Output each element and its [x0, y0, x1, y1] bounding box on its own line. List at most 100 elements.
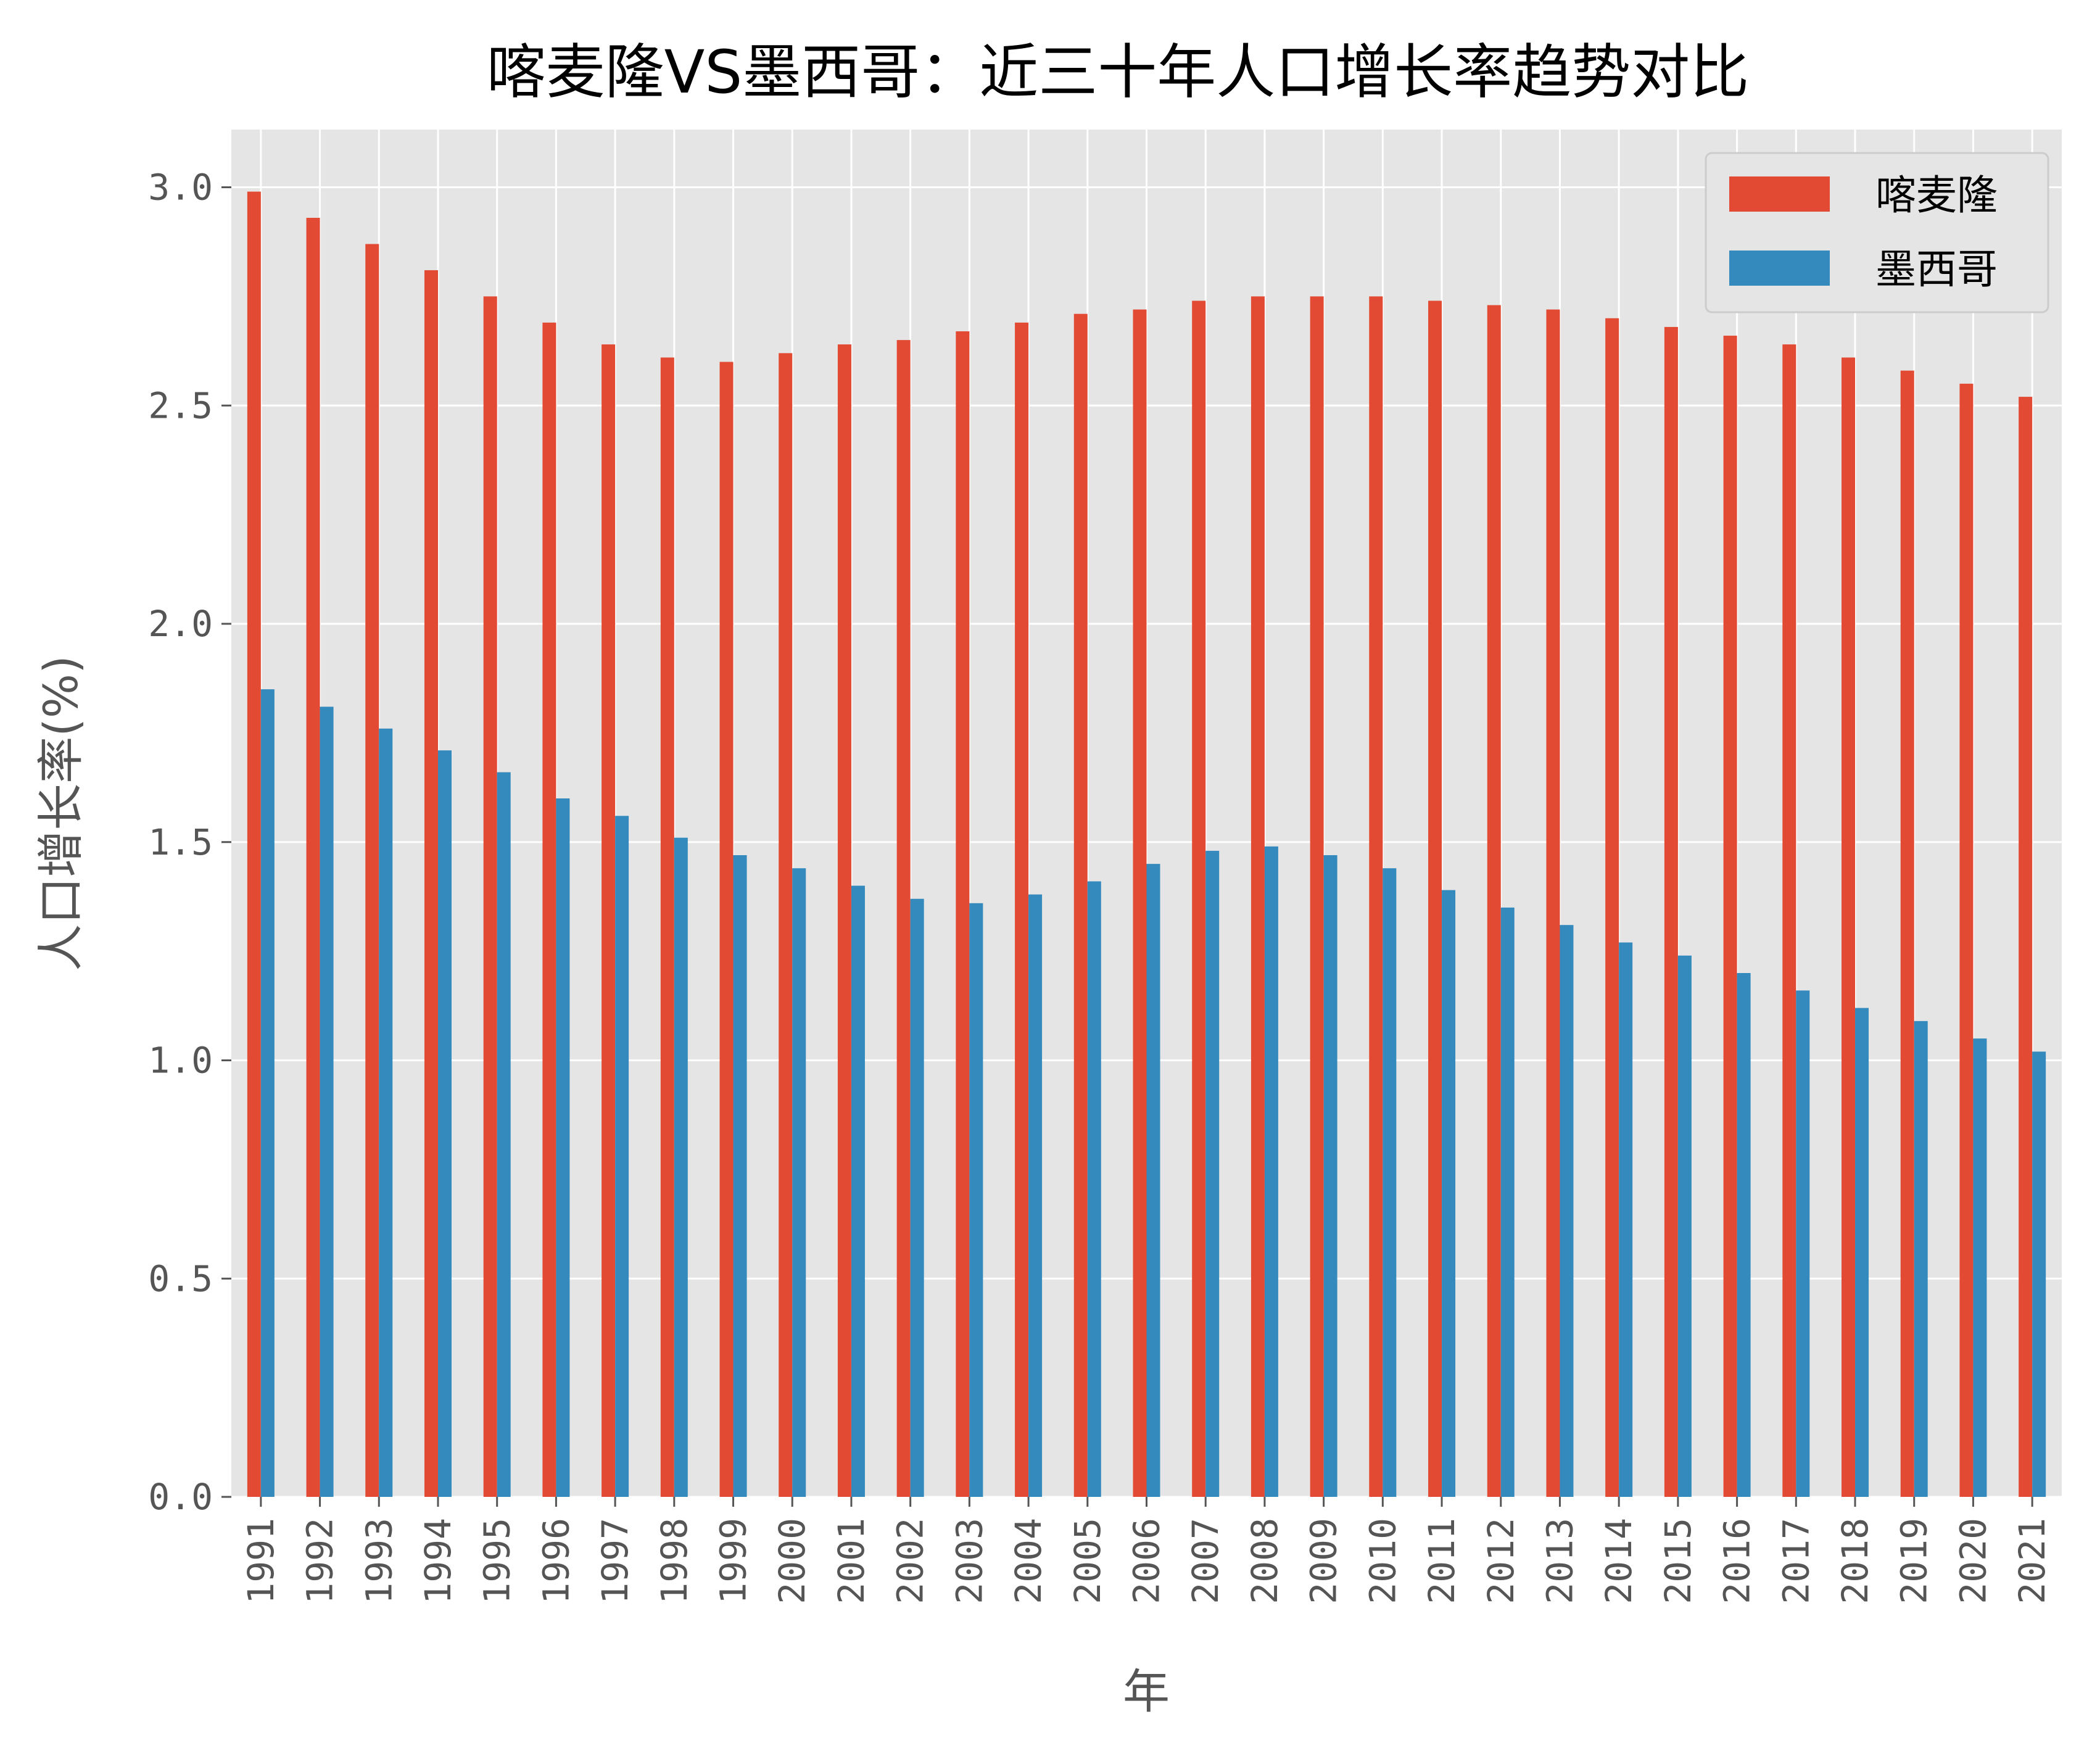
bar-cameroon-1997 [601, 344, 616, 1497]
bar-cameroon-2016 [1723, 336, 1737, 1497]
x-tick-label: 2021 [2011, 1518, 2053, 1604]
bar-cameroon-2017 [1782, 344, 1796, 1497]
x-tick-label: 2017 [1775, 1518, 1817, 1604]
bar-cameroon-2008 [1250, 296, 1265, 1497]
bar-cameroon-2010 [1369, 296, 1383, 1497]
bar-mexico-2011 [1442, 890, 1456, 1497]
bar-cameroon-2019 [1900, 370, 1914, 1497]
bar-mexico-2021 [2032, 1051, 2046, 1497]
y-tick-label: 2.5 [148, 384, 213, 426]
legend: 喀麦隆 墨西哥 [1705, 152, 2049, 313]
x-tick-label: 1996 [535, 1518, 577, 1604]
x-axis-label: 年 [1123, 1664, 1170, 1719]
x-tick-label: 2020 [1952, 1518, 1994, 1604]
bar-cameroon-1998 [660, 357, 674, 1497]
x-tick-label: 2005 [1067, 1518, 1109, 1604]
bar-cameroon-2014 [1605, 318, 1619, 1497]
bar-cameroon-2013 [1546, 309, 1560, 1497]
bar-cameroon-1993 [365, 244, 379, 1497]
bar-cameroon-2004 [1015, 322, 1029, 1497]
bar-mexico-2014 [1619, 942, 1633, 1497]
x-tick-label: 1995 [476, 1518, 518, 1604]
x-tick-label: 1997 [594, 1518, 636, 1604]
bar-cameroon-2021 [2019, 397, 2033, 1497]
x-tick-label: 1999 [713, 1518, 754, 1604]
bar-cameroon-1992 [306, 218, 320, 1497]
bar-mexico-2020 [1973, 1038, 1987, 1497]
bar-mexico-1997 [615, 816, 629, 1497]
y-axis: 0.0 0.5 1.0 1.5 2.0 2.5 3.0 [148, 167, 231, 1518]
bar-cameroon-2012 [1487, 305, 1501, 1497]
x-tick-label: 2018 [1834, 1518, 1876, 1604]
y-tick-label: 2.0 [148, 603, 213, 645]
bar-cameroon-1994 [424, 270, 438, 1497]
bar-cameroon-2011 [1428, 300, 1442, 1497]
x-tick-label: 2002 [890, 1518, 932, 1604]
bar-mexico-1991 [260, 689, 275, 1497]
bar-mexico-2015 [1677, 955, 1692, 1497]
bar-cameroon-1999 [719, 362, 734, 1497]
bar-mexico-2000 [792, 868, 806, 1497]
bar-mexico-2002 [910, 898, 924, 1497]
bar-cameroon-1996 [542, 322, 556, 1497]
legend-swatch-mexico [1729, 251, 1830, 286]
bar-cameroon-1995 [483, 296, 497, 1497]
legend-label-cameroon: 喀麦隆 [1875, 172, 1998, 219]
x-tick-label: 2007 [1184, 1518, 1226, 1604]
y-tick-label: 1.0 [148, 1040, 213, 1082]
bar-mexico-1994 [437, 750, 452, 1497]
bar-cameroon-2015 [1664, 326, 1678, 1497]
bar-mexico-1998 [674, 837, 688, 1497]
bars [247, 191, 2046, 1497]
bar-mexico-1993 [379, 728, 393, 1497]
y-tick-label: 1.5 [148, 821, 213, 863]
legend-swatch-cameroon [1729, 176, 1830, 212]
bar-cameroon-2005 [1073, 313, 1088, 1497]
y-tick-label: 3.0 [148, 167, 213, 209]
bar-mexico-2012 [1500, 907, 1515, 1497]
bar-cameroon-2018 [1842, 357, 1856, 1497]
legend-label-mexico: 墨西哥 [1875, 246, 1998, 293]
bar-mexico-2008 [1264, 846, 1278, 1497]
bar-mexico-1995 [497, 772, 511, 1497]
bar-cameroon-2003 [956, 331, 970, 1497]
bar-mexico-2009 [1323, 855, 1337, 1497]
bar-mexico-2006 [1146, 864, 1160, 1497]
bar-mexico-1999 [733, 855, 747, 1497]
chart-title: 喀麦隆VS墨西哥：近三十年人口增长率趋势对比 [487, 38, 1750, 107]
bar-mexico-2005 [1087, 881, 1101, 1497]
x-tick-label: 2003 [948, 1518, 990, 1604]
x-tick-label: 2009 [1303, 1518, 1345, 1604]
x-tick-label: 2010 [1362, 1518, 1403, 1604]
bar-cameroon-2001 [837, 344, 851, 1497]
x-tick-label: 1994 [417, 1518, 459, 1604]
bar-mexico-1992 [320, 706, 334, 1497]
series-cameroon [247, 191, 2033, 1497]
x-tick-label: 1991 [240, 1518, 282, 1604]
y-tick-label: 0.0 [148, 1476, 213, 1518]
bar-cameroon-2000 [779, 353, 793, 1497]
x-tick-label: 2004 [1007, 1518, 1049, 1604]
x-tick-label: 2006 [1126, 1518, 1168, 1604]
x-axis: 1991 1992 1993 1994 1995 1996 1997 1998 1999 2000… [240, 1497, 2053, 1604]
x-tick-label: 2008 [1244, 1518, 1286, 1604]
bar-cameroon-2009 [1310, 296, 1324, 1497]
x-tick-label: 2013 [1539, 1518, 1581, 1604]
bar-mexico-2003 [969, 903, 983, 1497]
bar-mexico-2018 [1855, 1008, 1869, 1497]
x-tick-label: 1992 [299, 1518, 341, 1604]
bar-mexico-2013 [1560, 925, 1574, 1497]
bar-cameroon-2006 [1133, 309, 1147, 1497]
bar-cameroon-1991 [247, 191, 261, 1497]
bar-mexico-2016 [1737, 973, 1751, 1497]
x-tick-label: 1998 [653, 1518, 695, 1604]
x-tick-label: 2012 [1480, 1518, 1522, 1604]
bar-mexico-2007 [1205, 850, 1220, 1497]
bar-mexico-2010 [1383, 868, 1397, 1497]
bar-mexico-2017 [1796, 990, 1810, 1497]
x-tick-label: 1993 [358, 1518, 400, 1604]
bar-mexico-2004 [1028, 894, 1043, 1497]
bar-mexico-1996 [556, 798, 570, 1497]
x-tick-label: 2014 [1598, 1518, 1640, 1604]
